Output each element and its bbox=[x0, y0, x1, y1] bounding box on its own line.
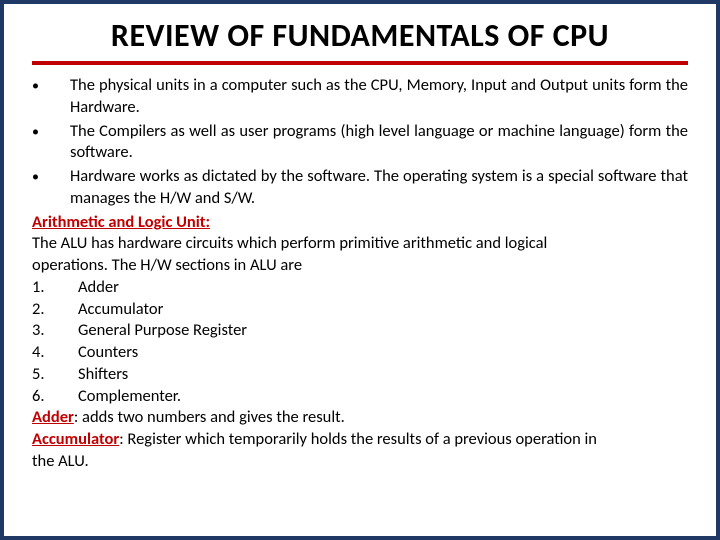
definition-adder: Adder: adds two numbers and gives the re… bbox=[32, 407, 688, 429]
numbered-label: Adder bbox=[78, 277, 119, 299]
alu-intro-line: The ALU has hardware circuits which perf… bbox=[32, 233, 688, 255]
bullet-item: • The Compilers as well as user programs… bbox=[32, 121, 688, 165]
bullet-marker: • bbox=[32, 75, 70, 119]
bullet-text: The physical units in a computer such as… bbox=[70, 75, 688, 119]
def-adder-text: : adds two numbers and gives the result. bbox=[74, 407, 345, 427]
numbered-label: Complementer. bbox=[78, 386, 181, 408]
alu-intro-line: operations. The H/W sections in ALU are bbox=[32, 255, 688, 277]
section-heading: Arithmetic and Logic Unit: bbox=[32, 212, 688, 234]
number-marker: 3. bbox=[32, 320, 78, 342]
numbered-label: General Purpose Register bbox=[78, 320, 247, 342]
number-marker: 4. bbox=[32, 342, 78, 364]
number-marker: 2. bbox=[32, 299, 78, 321]
numbered-item: 1. Adder bbox=[32, 277, 688, 299]
numbered-item: 5. Shifters bbox=[32, 364, 688, 386]
slide-title: REVIEW OF FUNDAMENTALS OF CPU bbox=[32, 16, 688, 65]
number-marker: 6. bbox=[32, 386, 78, 408]
bullet-text: Hardware works as dictated by the softwa… bbox=[70, 166, 688, 210]
bullet-marker: • bbox=[32, 166, 70, 210]
numbered-item: 3. General Purpose Register bbox=[32, 320, 688, 342]
numbered-label: Counters bbox=[78, 342, 138, 364]
numbered-item: 6. Complementer. bbox=[32, 386, 688, 408]
definition-accumulator-line1: Accumulator: Register which temporarily … bbox=[32, 429, 688, 451]
term-adder: Adder bbox=[32, 407, 74, 427]
definition-accumulator-line2: the ALU. bbox=[32, 451, 688, 473]
number-marker: 1. bbox=[32, 277, 78, 299]
bullet-text: The Compilers as well as user programs (… bbox=[70, 121, 688, 165]
bullet-marker: • bbox=[32, 121, 70, 165]
numbered-label: Accumulator bbox=[78, 299, 163, 321]
numbered-item: 4. Counters bbox=[32, 342, 688, 364]
numbered-item: 2. Accumulator bbox=[32, 299, 688, 321]
bullet-item: • Hardware works as dictated by the soft… bbox=[32, 166, 688, 210]
slide-frame: REVIEW OF FUNDAMENTALS OF CPU • The phys… bbox=[0, 0, 720, 540]
def-acc-text: : Register which temporarily holds the r… bbox=[119, 429, 597, 449]
slide-content: • The physical units in a computer such … bbox=[32, 75, 688, 473]
number-marker: 5. bbox=[32, 364, 78, 386]
numbered-label: Shifters bbox=[78, 364, 128, 386]
term-accumulator: Accumulator bbox=[32, 429, 119, 449]
bullet-item: • The physical units in a computer such … bbox=[32, 75, 688, 119]
